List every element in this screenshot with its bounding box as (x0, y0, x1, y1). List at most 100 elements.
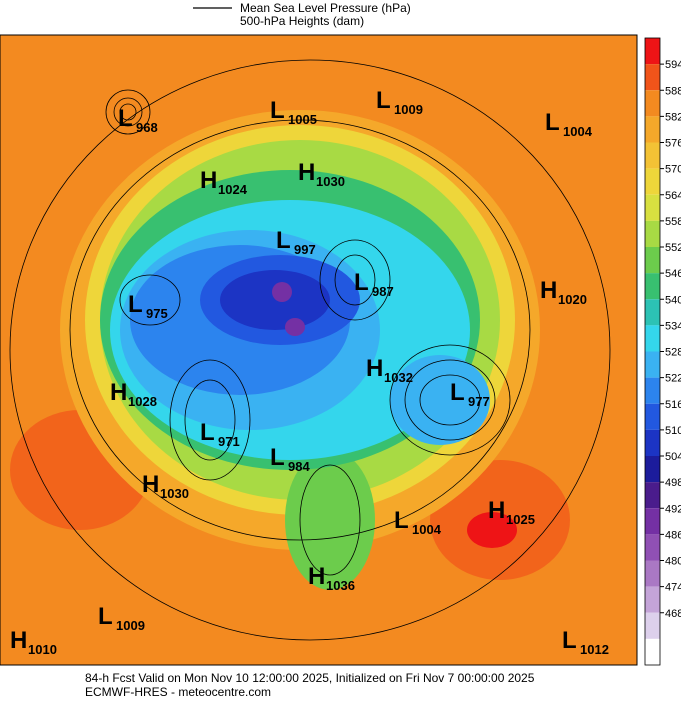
center-value: 971 (218, 434, 240, 449)
center-letter: H (488, 497, 505, 524)
colorbar-label: 468 (665, 608, 681, 620)
center-value: 1036 (326, 578, 355, 593)
center-letter: H (540, 277, 557, 304)
colorbar-block (645, 168, 660, 195)
colorbar-block (645, 508, 660, 535)
colorbar-block (645, 299, 660, 326)
isobars (9, 59, 611, 641)
center-value: 1010 (28, 642, 57, 657)
center-letter: L (200, 419, 215, 446)
colorbar-block (645, 456, 660, 483)
center-letter: L (562, 627, 577, 654)
center-letter: H (366, 355, 383, 382)
colorbar-block (645, 612, 660, 639)
colorbar-label: 498 (665, 477, 681, 489)
colorbar-label: 594 (665, 59, 681, 71)
center-value: 975 (146, 306, 168, 321)
colorbar-label: 504 (665, 451, 681, 463)
center-letter: L (450, 379, 465, 406)
center-letter: L (118, 105, 133, 132)
legend-text: 500-hPa Heights (dam) (240, 14, 364, 28)
center-value: 1030 (316, 174, 345, 189)
center-letter: H (10, 627, 27, 654)
center-letter: L (394, 507, 409, 534)
center-value: 1032 (384, 370, 413, 385)
center-letter: L (270, 97, 285, 124)
colorbar-block (645, 194, 660, 221)
colorbar-label: 516 (665, 399, 681, 411)
center-value: 984 (288, 459, 310, 474)
colorbar-block (645, 116, 660, 143)
center-value: 1030 (160, 486, 189, 501)
colorbar-block (645, 377, 660, 404)
map-frame (0, 34, 638, 666)
center-letter: L (270, 444, 285, 471)
height-field (272, 282, 292, 302)
center-value: 1009 (394, 102, 423, 117)
height-field (220, 270, 330, 330)
center-value: 1020 (558, 292, 587, 307)
colorbar-label: 534 (665, 320, 681, 332)
center-value: 1009 (116, 618, 145, 633)
height-field (390, 355, 490, 445)
colorbar-label: 576 (665, 138, 681, 150)
colorbar-block (645, 142, 660, 169)
center-letter: H (142, 471, 159, 498)
colorbar-label: 558 (665, 216, 681, 228)
center-letter: H (110, 379, 127, 406)
center-value: 968 (136, 120, 158, 135)
center-letter: L (276, 227, 291, 254)
colorbar-block (645, 273, 660, 300)
center-value: 1004 (412, 522, 442, 537)
colorbar-label: 510 (665, 425, 681, 437)
colorbar-label: 492 (665, 503, 681, 515)
footer-text: ECMWF-HRES - meteocentre.com (85, 685, 271, 699)
colorbar-block (645, 351, 660, 378)
height-field (467, 512, 517, 548)
colorbar-block (645, 638, 660, 665)
center-letter: L (376, 87, 391, 114)
center-letter: H (298, 159, 315, 186)
center-letter: L (98, 603, 113, 630)
center-value: 1024 (218, 182, 248, 197)
colorbar-label: 582 (665, 111, 681, 123)
colorbar-label: 552 (665, 242, 681, 254)
colorbar-block (645, 247, 660, 274)
colorbar-label: 528 (665, 347, 681, 359)
colorbar-block (645, 325, 660, 352)
colorbar-block (645, 586, 660, 613)
colorbar-label: 540 (665, 294, 681, 306)
colorbar-label: 522 (665, 373, 681, 385)
center-value: 977 (468, 394, 490, 409)
colorbar-label: 570 (665, 164, 681, 176)
colorbar-block (645, 429, 660, 456)
colorbar-block (645, 90, 660, 117)
colorbar-block (645, 38, 660, 65)
center-value: 987 (372, 284, 394, 299)
colorbar-block (645, 403, 660, 430)
center-letter: H (200, 167, 217, 194)
height-field (285, 318, 305, 336)
colorbar-label: 486 (665, 529, 681, 541)
center-value: 1028 (128, 394, 157, 409)
colorbar-block (645, 534, 660, 561)
colorbar-block (645, 64, 660, 91)
colorbar-label: 564 (665, 190, 681, 202)
center-value: 1025 (506, 512, 535, 527)
center-letter: L (545, 109, 560, 136)
center-letter: L (354, 269, 369, 296)
colorbar-label: 588 (665, 85, 681, 97)
colorbar-label: 480 (665, 556, 681, 568)
colorbar-block (645, 482, 660, 509)
center-value: 997 (294, 242, 316, 257)
colorbar-block (645, 560, 660, 587)
center-value: 1012 (580, 642, 609, 657)
colorbar-label: 546 (665, 268, 681, 280)
center-letter: L (128, 291, 143, 318)
height-field (285, 450, 375, 590)
center-value: 1004 (563, 124, 593, 139)
colorbar-label: 474 (665, 582, 681, 594)
map (0, 34, 638, 666)
legend-text: Mean Sea Level Pressure (hPa) (240, 1, 411, 15)
